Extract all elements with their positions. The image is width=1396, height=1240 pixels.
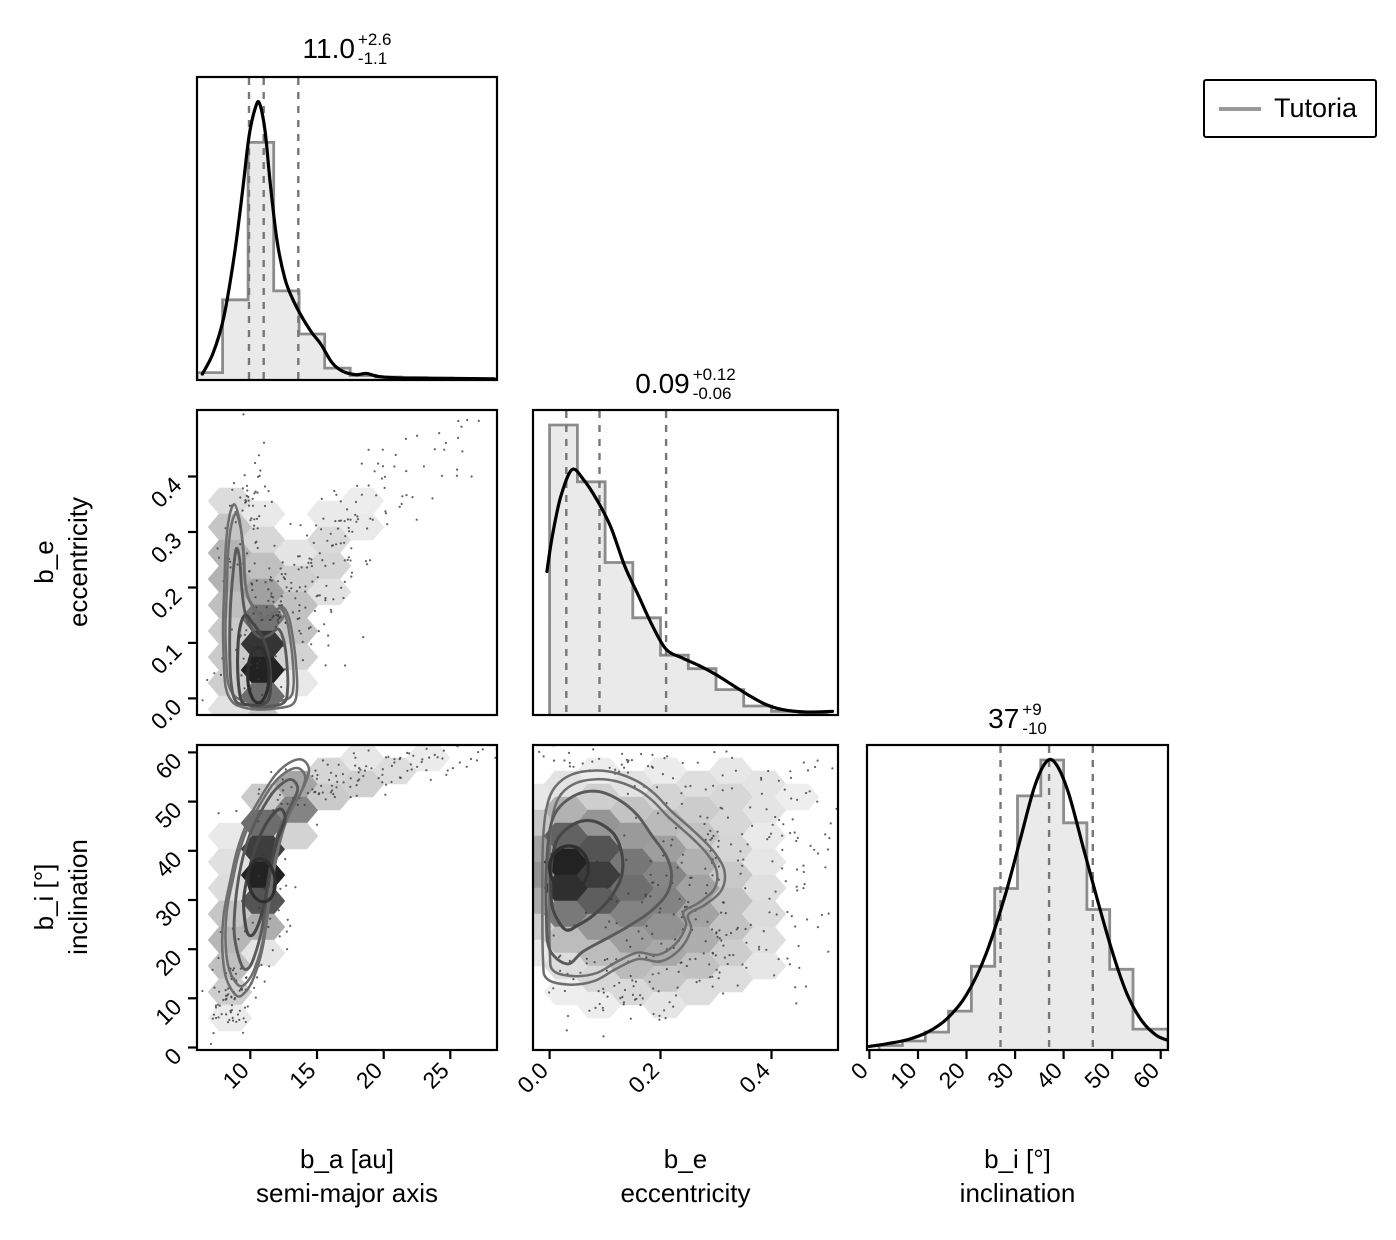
title-upper-error: +9 — [1022, 700, 1042, 719]
histogram-fill — [879, 760, 1168, 1050]
inner-contour-ellipse — [246, 857, 277, 904]
panel-border — [195, 743, 499, 1052]
x-tick-label: 25 — [417, 1057, 453, 1093]
title-lower-error: -0.06 — [692, 384, 732, 403]
axis-label-line1: b_a [au] — [300, 1144, 394, 1174]
panel-title-b-e: 0.09 +0.12 -0.06 — [533, 361, 838, 407]
x-axis-label-b-i: b_i [°] inclination — [867, 1142, 1168, 1210]
x-tick-label: 15 — [284, 1057, 320, 1093]
y-tick-label: 0.3 — [146, 527, 187, 568]
title-lower-error: -1.1 — [357, 49, 388, 68]
x-tick-label: 30 — [982, 1057, 1018, 1093]
title-upper-error: +2.6 — [357, 30, 392, 49]
title-value: 37 — [988, 703, 1020, 734]
axis-label-line1: b_i [°] — [29, 863, 59, 931]
histogram-fill — [549, 425, 827, 715]
axis-label-line1: b_e — [29, 540, 59, 584]
x-tick-label: 0 — [846, 1057, 873, 1084]
x-tick-label: 40 — [1031, 1057, 1067, 1093]
y-tick-label: 0.1 — [146, 638, 187, 679]
y-tick-label: 30 — [150, 895, 186, 931]
axis-label-line2: inclination — [63, 839, 93, 955]
inner-contour-ellipse — [246, 645, 271, 705]
contour-lines-layer — [221, 503, 299, 711]
contour-lines-layer — [220, 758, 311, 998]
x-tick-label: 0.0 — [512, 1057, 553, 1098]
axis-label-line2: inclination — [959, 1178, 1076, 1208]
density-panel-b_a-b_e — [201, 413, 480, 715]
histogram-panel-b_a — [197, 78, 497, 380]
histogram-panel-b_e — [545, 411, 835, 715]
panel-border — [865, 743, 1170, 1052]
title-upper-error: +0.12 — [692, 365, 736, 384]
x-tick-label: 10 — [217, 1057, 253, 1093]
contour-lines-layer — [541, 769, 727, 986]
panel-border — [195, 75, 499, 382]
x-tick-label: 50 — [1079, 1057, 1115, 1093]
axis-label-line1: b_i [°] — [984, 1144, 1051, 1174]
axis-label-line2: eccentricity — [620, 1178, 751, 1208]
x-tick-label: 0.4 — [734, 1057, 775, 1098]
panel-border — [531, 408, 840, 717]
y-tick-label: 10 — [150, 993, 186, 1029]
panel-border — [195, 408, 499, 717]
legend-line-swatch — [1219, 106, 1261, 111]
x-tick-label: 60 — [1128, 1057, 1164, 1093]
y-tick-label: 60 — [150, 748, 186, 784]
y-tick-label: 50 — [150, 797, 186, 833]
histogram-step-outline — [877, 758, 1168, 1050]
y-axis-label-b-e: b_e eccentricity — [27, 472, 97, 652]
y-axis-label-b-i: b_i [°] inclination — [27, 807, 97, 987]
panel-title-b-a: 11.0 +2.6 -1.1 — [197, 26, 497, 72]
x-tick-label: 0.2 — [623, 1057, 664, 1098]
axis-label-line2: eccentricity — [63, 496, 93, 628]
scatter-points-layer — [201, 745, 497, 1045]
legend: Tutoria — [1203, 79, 1378, 138]
y-tick-label: 20 — [150, 944, 186, 980]
y-tick-label: 0.4 — [146, 472, 187, 513]
panel-title-b-i: 37 +9 -10 — [867, 696, 1168, 742]
kde-curve — [867, 757, 1168, 1048]
panel-border — [531, 743, 840, 1052]
title-value: 0.09 — [635, 368, 690, 399]
title-value: 11.0 — [302, 33, 355, 64]
y-tick-label: 0.0 — [146, 694, 187, 735]
legend-label: Tutoria — [1274, 93, 1358, 123]
histogram-fill — [197, 142, 497, 380]
x-tick-label: 10 — [885, 1057, 921, 1093]
axis-label-line1: b_e — [663, 1144, 708, 1174]
y-tick-label: 0.2 — [146, 583, 187, 624]
x-tick-label: 20 — [934, 1057, 970, 1093]
x-axis-label-b-a: b_a [au] semi-major axis — [197, 1142, 497, 1210]
kde-curve — [200, 99, 496, 380]
x-axis-label-b-e: b_e eccentricity — [533, 1142, 838, 1210]
axis-label-line2: semi-major axis — [255, 1178, 439, 1208]
density-panel-b_e-b_i — [533, 745, 838, 1038]
density-panel-b_a-b_i — [201, 745, 497, 1045]
x-tick-label: 20 — [351, 1057, 387, 1093]
histogram-panel-b_i — [867, 746, 1168, 1050]
inner-contour-ellipse — [548, 844, 591, 892]
kde-curve — [545, 467, 835, 714]
y-tick-label: 40 — [150, 846, 186, 882]
title-lower-error: -10 — [1022, 719, 1047, 738]
y-tick-label: 0 — [159, 1043, 186, 1070]
